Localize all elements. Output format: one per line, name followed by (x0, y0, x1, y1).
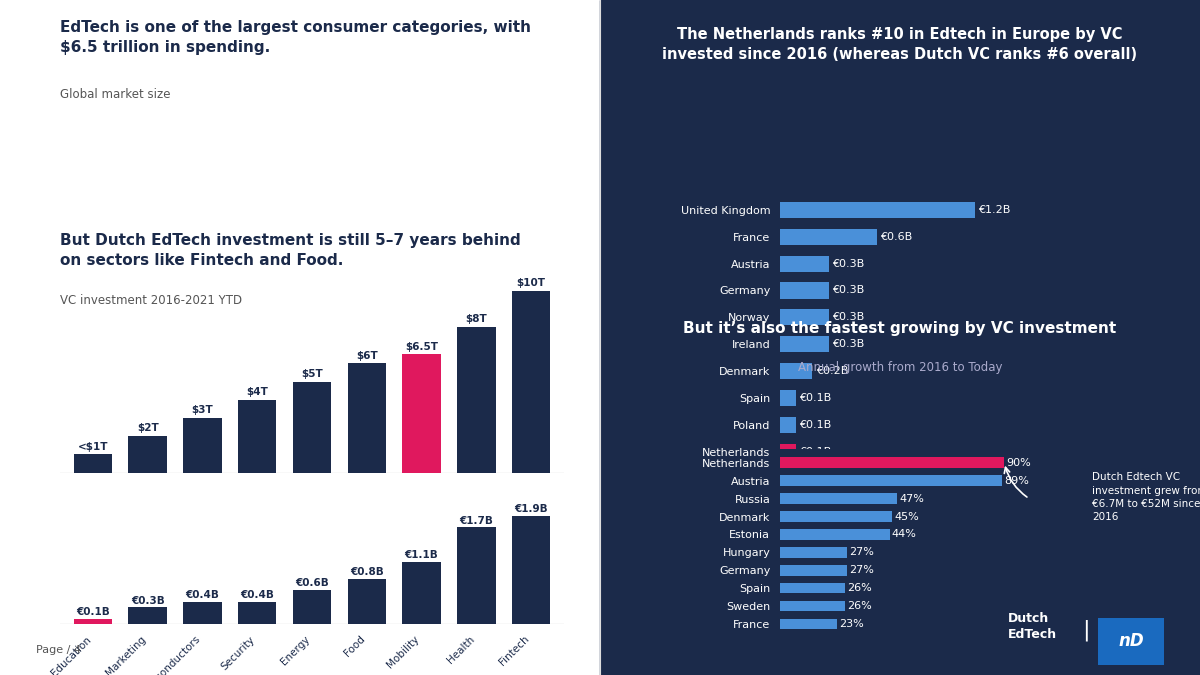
Text: €0.4B: €0.4B (240, 590, 274, 600)
Text: 23%: 23% (839, 619, 864, 629)
Text: 27%: 27% (850, 565, 874, 575)
Bar (780, 475, 1002, 486)
Text: $5T: $5T (301, 369, 323, 379)
Text: But it’s also the fastest growing by VC investment: But it’s also the fastest growing by VC … (683, 321, 1117, 335)
Text: €0.6B: €0.6B (881, 232, 913, 242)
Bar (238, 400, 276, 472)
Text: 44%: 44% (892, 529, 917, 539)
Bar (780, 601, 845, 612)
Text: $2T: $2T (137, 423, 158, 433)
Text: |: | (1082, 620, 1090, 641)
Text: $6T: $6T (356, 351, 378, 360)
Text: VC investment 2016-2021 YTD: VC investment 2016-2021 YTD (60, 294, 242, 306)
Bar (780, 309, 829, 325)
Text: €0.3B: €0.3B (832, 286, 864, 296)
Bar (780, 282, 829, 298)
Text: Annual growth from 2016 to Today: Annual growth from 2016 to Today (798, 361, 1002, 374)
Text: 47%: 47% (899, 493, 924, 504)
Bar (128, 608, 167, 624)
Text: $3T: $3T (192, 405, 214, 415)
Text: €1.7B: €1.7B (460, 516, 493, 526)
Bar (780, 229, 877, 245)
Text: 27%: 27% (850, 547, 874, 558)
Bar (780, 256, 829, 272)
Bar (128, 436, 167, 472)
Bar (780, 336, 829, 352)
Bar (780, 565, 847, 576)
Text: €0.3B: €0.3B (131, 595, 164, 605)
Text: Dutch
EdTech: Dutch EdTech (1008, 612, 1057, 641)
Bar (780, 529, 889, 540)
Bar (780, 493, 898, 504)
Bar (184, 418, 222, 472)
Text: €0.6B: €0.6B (295, 578, 329, 589)
Text: €0.3B: €0.3B (832, 259, 864, 269)
Bar (457, 527, 496, 624)
Text: €0.4B: €0.4B (186, 590, 220, 600)
Text: 45%: 45% (894, 512, 919, 522)
Text: €0.1B: €0.1B (799, 420, 832, 430)
Bar (293, 590, 331, 624)
Text: €0.1B: €0.1B (76, 607, 109, 617)
Text: €0.3B: €0.3B (832, 313, 864, 323)
Text: But Dutch EdTech investment is still 5–7 years behind
on sectors like Fintech an: But Dutch EdTech investment is still 5–7… (60, 233, 521, 268)
Text: The Netherlands ranks #10 in Edtech in Europe by VC
invested since 2016 (whereas: The Netherlands ranks #10 in Edtech in E… (662, 27, 1138, 62)
Bar (348, 363, 386, 472)
Bar (780, 390, 797, 406)
Bar (348, 578, 386, 624)
Text: €0.1B: €0.1B (799, 393, 832, 403)
Bar (780, 511, 892, 522)
Bar (73, 454, 112, 472)
Bar (238, 601, 276, 624)
Text: 26%: 26% (847, 601, 871, 611)
Text: €0.3B: €0.3B (832, 339, 864, 349)
Text: €1.2B: €1.2B (978, 205, 1010, 215)
Text: €0.2B: €0.2B (816, 366, 848, 376)
Bar (780, 458, 1004, 468)
Bar (293, 381, 331, 472)
Text: $8T: $8T (466, 315, 487, 325)
Text: €1.9B: €1.9B (515, 504, 548, 514)
Bar (512, 516, 551, 624)
Text: €0.1B: €0.1B (799, 447, 832, 456)
Text: $10T: $10T (517, 278, 546, 288)
Bar (512, 291, 551, 472)
Text: nD: nD (1118, 632, 1144, 650)
Text: €0.8B: €0.8B (350, 567, 384, 577)
Bar (73, 619, 112, 624)
Text: 90%: 90% (1007, 458, 1031, 468)
Text: Page / 4: Page / 4 (36, 645, 82, 655)
Text: 26%: 26% (847, 583, 871, 593)
Text: Global market size: Global market size (60, 88, 170, 101)
Bar (780, 618, 838, 629)
Bar (780, 547, 847, 558)
Text: $4T: $4T (246, 387, 268, 397)
Text: $6.5T: $6.5T (406, 342, 438, 352)
Text: EdTech is one of the largest consumer categories, with
$6.5 trillion in spending: EdTech is one of the largest consumer ca… (60, 20, 530, 55)
Bar (780, 416, 797, 433)
Text: 89%: 89% (1004, 476, 1028, 486)
Bar (402, 354, 440, 472)
Text: €1.1B: €1.1B (404, 550, 438, 560)
Text: Dutch Edtech VC
investment grew from
€6.7M to €52M since
2016: Dutch Edtech VC investment grew from €6.… (1092, 472, 1200, 522)
Bar (780, 583, 845, 593)
Bar (457, 327, 496, 472)
Bar (402, 562, 440, 624)
Bar (780, 363, 812, 379)
Bar (184, 601, 222, 624)
Bar (780, 202, 974, 218)
Bar (780, 443, 797, 460)
Text: <$1T: <$1T (78, 441, 108, 452)
